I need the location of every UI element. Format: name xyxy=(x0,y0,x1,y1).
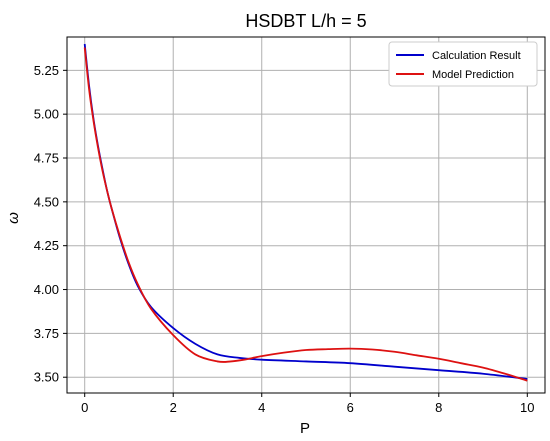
y-tick-label: 5.00 xyxy=(34,107,59,122)
y-tick-label: 4.75 xyxy=(34,151,59,166)
series-line-model-prediction xyxy=(83,47,528,382)
x-tick-label: 10 xyxy=(520,400,534,415)
y-tick-label: 4.00 xyxy=(34,282,59,297)
y-tick-label: 5.25 xyxy=(34,63,59,78)
x-tick-label: 6 xyxy=(347,400,354,415)
x-tick-label: 8 xyxy=(435,400,442,415)
y-tick-label: 3.75 xyxy=(34,326,59,341)
plot-frame xyxy=(66,36,546,394)
grid xyxy=(67,37,545,393)
x-tick-label: 4 xyxy=(258,400,265,415)
x-tick-label: 2 xyxy=(170,400,177,415)
ticks: 0 2 4 6 8 10 3.50 3.75 4.00 4.25 4.50 4.75 5.00 5.25 xyxy=(34,63,535,415)
y-tick-label: 4.25 xyxy=(34,238,59,253)
legend-label-calculation-result: Calculation Result xyxy=(432,50,521,62)
x-axis-label: P xyxy=(300,420,310,437)
series-layer xyxy=(83,43,528,382)
chart-title: HSDBT L/h = 5 xyxy=(245,11,366,31)
legend-box xyxy=(388,41,538,87)
y-axis-label: ω xyxy=(5,212,22,224)
y-tick-label: 3.50 xyxy=(34,370,59,385)
x-tick-label: 0 xyxy=(81,400,88,415)
legend: Calculation Result Model Prediction xyxy=(388,41,538,87)
y-tick-label: 4.50 xyxy=(34,194,59,209)
legend-label-model-prediction: Model Prediction xyxy=(432,69,514,81)
